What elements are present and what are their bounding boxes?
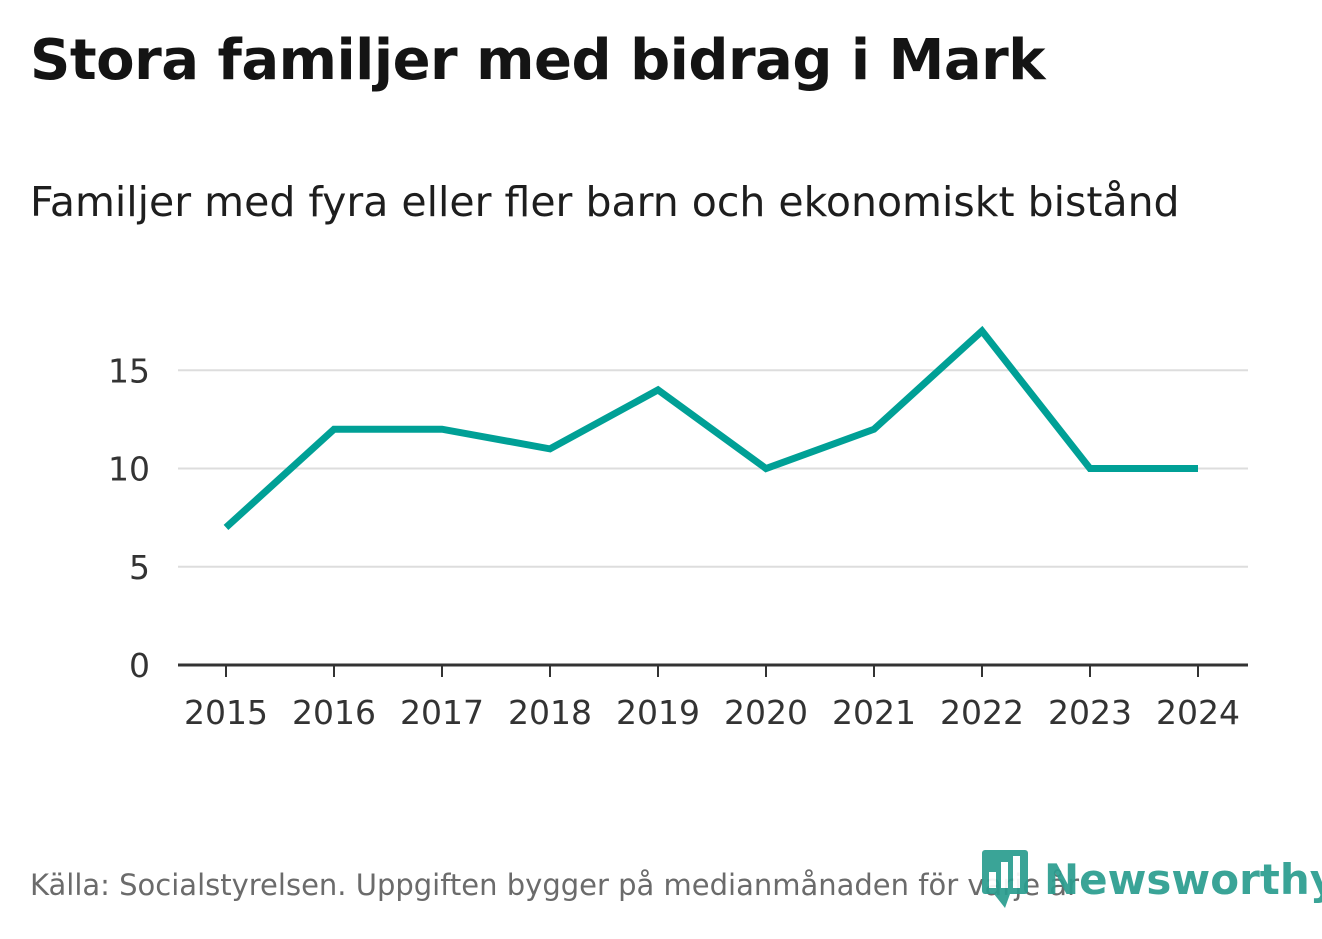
y-tick-label-10: 10 [108, 450, 150, 489]
x-tick-label-2015: 2015 [184, 693, 268, 732]
source-note: Källa: Socialstyrelsen. Uppgiften bygger… [30, 868, 1079, 902]
x-tick-label-2020: 2020 [724, 693, 808, 732]
x-tick-label-2019: 2019 [616, 693, 700, 732]
x-tick-label-2021: 2021 [832, 693, 916, 732]
y-tick-label-0: 0 [129, 646, 150, 685]
brand-name: Newsworthy [1044, 854, 1322, 904]
x-tick-label-2017: 2017 [400, 693, 484, 732]
bar-chart-pin-icon [982, 850, 1028, 908]
x-tick-label-2018: 2018 [508, 693, 592, 732]
x-tick-label-2023: 2023 [1048, 693, 1132, 732]
newsworthy-logo: Newsworthy [980, 848, 1322, 910]
x-axis-ticks: 2015 2016 2017 2018 2019 2020 2021 2022 2023 2024 [184, 665, 1240, 732]
chart-title: Stora familjer med bidrag i Mark [30, 28, 1046, 93]
y-axis-ticks: 0 5 10 15 [108, 351, 150, 685]
x-tick-label-2016: 2016 [292, 693, 376, 732]
x-tick-label-2024: 2024 [1156, 693, 1240, 732]
x-tick-label-2022: 2022 [940, 693, 1024, 732]
chart-subtitle: Familjer med fyra eller fler barn och ek… [30, 178, 1180, 226]
y-tick-label-5: 5 [129, 548, 150, 587]
y-tick-label-15: 15 [108, 351, 150, 390]
gridlines [178, 369, 1248, 568]
series-line-0 [223, 325, 1198, 531]
series-layer [223, 325, 1198, 531]
